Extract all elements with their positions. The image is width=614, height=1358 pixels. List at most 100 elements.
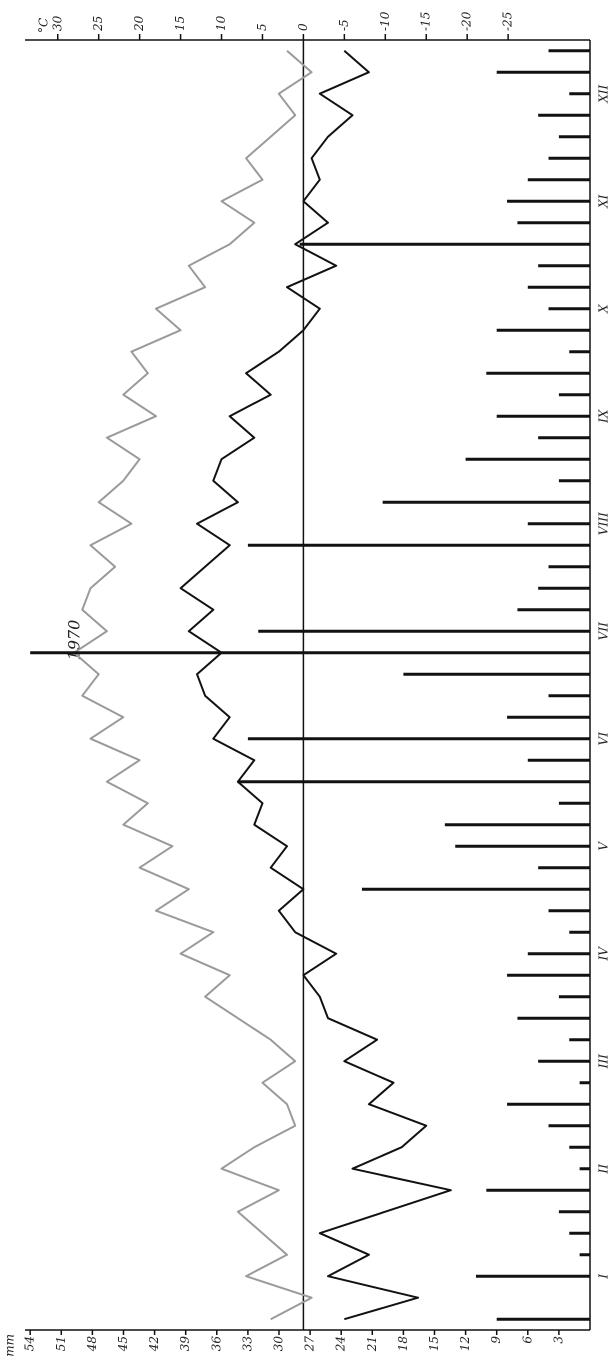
precip-bar xyxy=(569,92,590,96)
precip-bar xyxy=(538,586,591,590)
precip-bar xyxy=(548,156,590,160)
precip-bar xyxy=(548,565,590,569)
y-tick-label: 0 xyxy=(296,23,310,31)
x-tick-label: III xyxy=(597,1054,611,1069)
precip-bar xyxy=(455,844,591,848)
y2-tick-label: 21 xyxy=(365,1336,379,1352)
x-tick-label: X xyxy=(597,304,611,314)
precip-bar xyxy=(569,1145,590,1149)
x-tick-label: II xyxy=(597,1164,611,1175)
y-tick-label: -20 xyxy=(460,11,474,31)
y2-tick-label: 6 xyxy=(520,1336,534,1344)
precip-bar xyxy=(496,70,590,74)
precip-bar xyxy=(538,264,591,268)
y2-tick-label: 54 xyxy=(23,1336,37,1351)
precip-bar xyxy=(507,973,590,977)
y-tick-label: -5 xyxy=(337,19,351,31)
precip-bar xyxy=(569,350,590,354)
precip-bar xyxy=(538,113,591,117)
precip-bar xyxy=(403,672,590,676)
precip-bar xyxy=(527,522,590,526)
y-tick-label: 10 xyxy=(214,15,228,31)
x-tick-label: VII xyxy=(597,622,611,640)
x-tick-label: IX xyxy=(597,409,611,424)
precip-bar xyxy=(548,307,590,311)
precip-bar xyxy=(558,393,591,397)
precip-bar xyxy=(507,1102,590,1106)
y2-tick-label: 48 xyxy=(85,1336,99,1353)
precip-bar xyxy=(465,457,591,461)
y2-tick-label: 30 xyxy=(271,1336,285,1352)
x-tick-label: IV xyxy=(597,946,611,962)
precip-bar xyxy=(538,436,591,440)
y-tick-label: 15 xyxy=(173,16,187,31)
precip-bar xyxy=(444,823,591,827)
y2-tick-label: 18 xyxy=(396,1336,410,1352)
precip-bar xyxy=(538,866,591,870)
precip-bar xyxy=(247,737,590,741)
rotated-plot: 1970 °C mm 30 25 20 15 10 5 0 -5 -10 -15 -20 -25 54 5… xyxy=(3,11,611,1356)
precip-bar xyxy=(548,694,590,698)
y2-tick-label: 51 xyxy=(54,1336,68,1351)
precip-bar xyxy=(548,1124,590,1128)
precip-bar xyxy=(527,178,590,182)
x-tick-label: I xyxy=(597,1274,611,1280)
x-tick-label: VI xyxy=(597,732,611,746)
precip-bar xyxy=(247,543,590,547)
y2-axis-label: mm xyxy=(3,1334,17,1357)
precip-bar xyxy=(507,199,590,203)
precip-bar xyxy=(527,952,590,956)
precip-bar xyxy=(558,801,591,805)
precip-bar xyxy=(579,1253,591,1257)
y-tick-label: -25 xyxy=(501,12,515,31)
y-tick-label: 30 xyxy=(50,15,64,31)
y2-tick-label: 15 xyxy=(427,1336,441,1351)
precip-bar xyxy=(496,328,590,332)
precip-bar xyxy=(258,629,590,633)
y-tick-label: 5 xyxy=(255,23,269,31)
precip-bar xyxy=(558,479,591,483)
precip-bar xyxy=(361,887,590,891)
y2-tick-label: 24 xyxy=(334,1336,348,1352)
precip-bar xyxy=(299,242,590,246)
precip-bar xyxy=(30,651,591,655)
y2-tick-label: 9 xyxy=(489,1336,503,1344)
x-tick-label: V xyxy=(597,841,611,851)
precip-bar xyxy=(517,1016,591,1020)
temperature-line xyxy=(73,49,313,1321)
chart-title: 1970 xyxy=(65,620,84,661)
precip-bar xyxy=(382,500,590,504)
y2-tick-label: 12 xyxy=(458,1336,472,1351)
precip-bar xyxy=(237,780,590,784)
precip-bar xyxy=(538,1059,591,1063)
temperature-line xyxy=(179,49,452,1321)
y2-tick-label: 3 xyxy=(551,1336,565,1344)
y2-tick-label: 45 xyxy=(116,1336,130,1352)
precip-bar xyxy=(558,1210,591,1214)
precip-bar xyxy=(496,1317,590,1321)
precip-bar xyxy=(548,909,590,913)
precip-bar xyxy=(475,1274,591,1278)
precip-bar xyxy=(569,1038,590,1042)
x-tick-label: VIII xyxy=(597,512,611,535)
y-tick-label: 20 xyxy=(132,15,146,32)
precip-bar xyxy=(579,1167,591,1171)
precip-bar xyxy=(517,608,591,612)
y2-tick-label: 39 xyxy=(178,1336,192,1352)
y-tick-label: -15 xyxy=(419,12,433,31)
precip-bar xyxy=(569,1231,590,1235)
y-axis-label: °C xyxy=(37,18,51,33)
y-tick-label: 25 xyxy=(91,16,105,32)
precip-bar xyxy=(579,1081,591,1085)
y2-tick-label: 42 xyxy=(147,1336,161,1352)
precip-bar xyxy=(507,715,590,719)
precip-bar xyxy=(496,414,590,418)
y2-tick-label: 33 xyxy=(240,1336,254,1352)
x-tick-label: XII xyxy=(597,84,611,103)
precip-bar xyxy=(517,221,591,225)
y-tick-label: -10 xyxy=(378,11,392,31)
precip-bar xyxy=(558,995,591,999)
precip-bar xyxy=(527,285,590,289)
